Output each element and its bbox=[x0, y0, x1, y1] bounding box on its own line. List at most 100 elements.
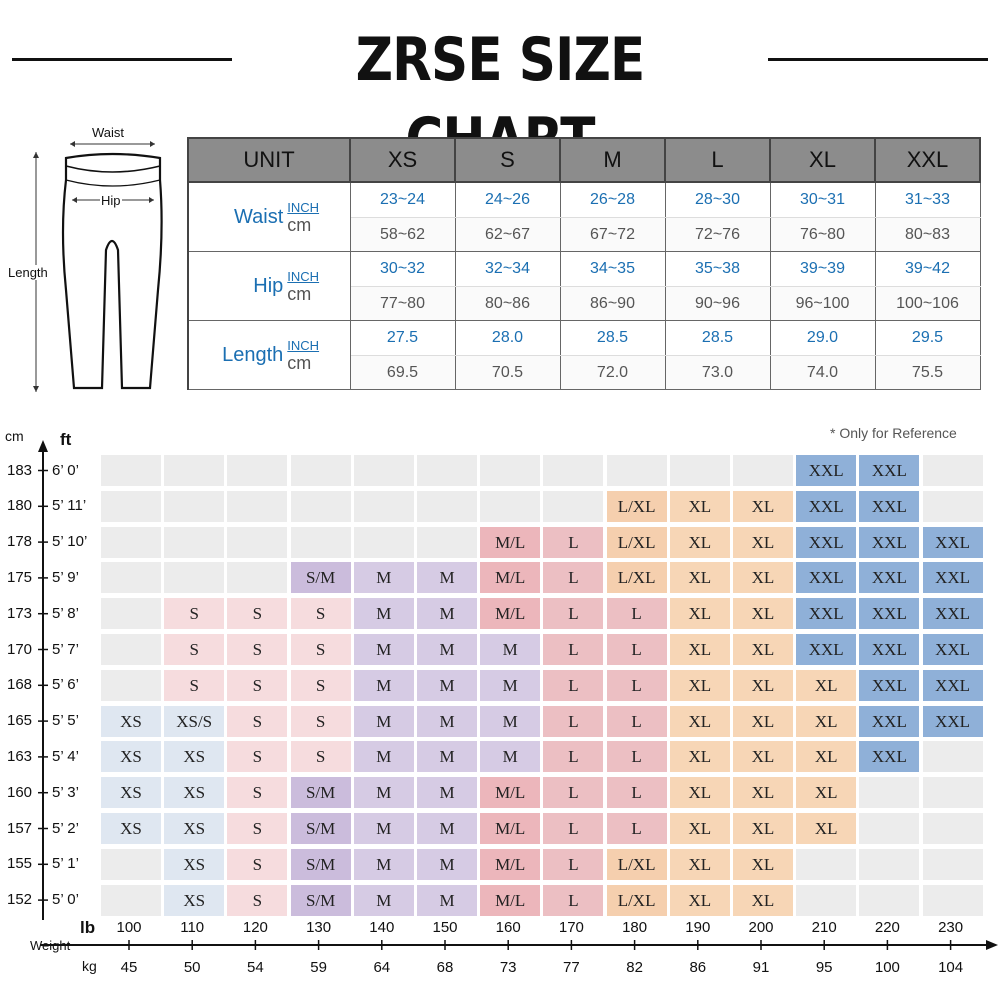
height-ft-label: 5’ 3’ bbox=[52, 783, 79, 801]
size-cell: L/XL bbox=[606, 884, 667, 916]
weight-lb-label: 120 bbox=[242, 919, 268, 936]
size-cell bbox=[164, 455, 225, 486]
size-cell: XS bbox=[164, 813, 225, 844]
weight-kg-label: 73 bbox=[499, 959, 517, 976]
size-cell: M bbox=[480, 669, 541, 701]
size-cell: XXL bbox=[796, 634, 857, 665]
kg-axis-label: kg bbox=[82, 958, 97, 974]
size-row-cm: 77~80 80~86 86~90 90~96 96~100 100~106 bbox=[188, 286, 981, 321]
size-cell bbox=[606, 455, 667, 486]
cm-unit-label: cm bbox=[287, 353, 312, 373]
size-row-cm: 58~62 62~67 67~72 72~76 76~80 80~83 bbox=[188, 217, 981, 252]
size-cell: XL bbox=[669, 526, 730, 558]
size-cell: XL bbox=[669, 490, 730, 522]
size-cell: M bbox=[417, 884, 477, 916]
weight-kg-label: 45 bbox=[120, 959, 138, 976]
size-cell: M bbox=[417, 669, 477, 701]
size-cell: XXL bbox=[859, 455, 920, 486]
size-cell: XL bbox=[733, 705, 793, 737]
weight-kg-label: 68 bbox=[436, 959, 454, 976]
inch-unit-label: INCH bbox=[287, 200, 320, 215]
size-cell: XL bbox=[796, 741, 857, 773]
size-cell: L bbox=[606, 777, 667, 809]
weight-lb-label: 190 bbox=[685, 919, 711, 936]
height-ft-label: 5’ 2’ bbox=[52, 819, 79, 837]
size-cell: M/L bbox=[480, 598, 541, 630]
size-cell bbox=[480, 490, 541, 522]
inch-value: 28.5 bbox=[664, 320, 771, 356]
size-cell bbox=[164, 562, 225, 594]
size-cell: L/XL bbox=[606, 490, 667, 522]
size-cell: M bbox=[353, 813, 414, 844]
size-cell: L bbox=[606, 813, 667, 844]
size-cell: XL bbox=[669, 777, 730, 809]
size-cell: M/L bbox=[480, 813, 541, 844]
size-cell bbox=[859, 884, 920, 916]
unit-labels: INCH cm bbox=[287, 320, 351, 390]
weight-lb-label: 100 bbox=[116, 919, 142, 936]
height-ft-label: 6’ 0’ bbox=[52, 461, 79, 479]
measure-label: Length bbox=[186, 320, 288, 390]
height-ft-label: 5’ 11’ bbox=[52, 497, 87, 515]
height-cm-label: 163 bbox=[7, 747, 33, 765]
cm-value: 70.5 bbox=[454, 355, 561, 390]
size-cell: L bbox=[543, 562, 604, 594]
inch-value: 34~35 bbox=[559, 251, 666, 287]
size-cell bbox=[543, 455, 604, 486]
size-cell bbox=[101, 490, 161, 522]
weight-lb-label: 160 bbox=[495, 919, 521, 936]
size-cell bbox=[101, 848, 161, 880]
size-cell: L/XL bbox=[606, 526, 667, 558]
height-cm-label: 178 bbox=[7, 533, 33, 551]
title-line-left bbox=[12, 58, 232, 61]
size-cell: XS/S bbox=[164, 705, 225, 737]
size-cell: XL bbox=[669, 669, 730, 701]
size-cell: S bbox=[227, 884, 288, 916]
size-cell: XL bbox=[733, 562, 793, 594]
size-header: S bbox=[454, 137, 561, 183]
weight-lb-label: 150 bbox=[432, 919, 458, 936]
size-cell: XL bbox=[669, 813, 730, 844]
size-cell: L bbox=[606, 598, 667, 630]
size-cell: XXL bbox=[859, 634, 920, 665]
weight-lb-label: 200 bbox=[748, 919, 774, 936]
size-cell: S bbox=[164, 669, 225, 701]
size-cell bbox=[101, 884, 161, 916]
weight-kg-label: 64 bbox=[373, 959, 391, 976]
height-ft-label: 5’ 9’ bbox=[52, 568, 79, 586]
size-cell bbox=[227, 562, 288, 594]
size-cell: M bbox=[353, 741, 414, 773]
inch-value: 35~38 bbox=[664, 251, 771, 287]
size-cell: L bbox=[606, 669, 667, 701]
weight-kg-label: 86 bbox=[689, 959, 707, 976]
size-cell: L bbox=[543, 526, 604, 558]
cm-value: 76~80 bbox=[769, 217, 876, 252]
size-cell bbox=[353, 490, 414, 522]
size-cell: S/M bbox=[290, 884, 351, 916]
weight-kg-label: 50 bbox=[183, 959, 201, 976]
cm-value: 74.0 bbox=[769, 355, 876, 390]
size-cell: XL bbox=[796, 705, 857, 737]
size-cell: M bbox=[480, 705, 541, 737]
size-cell bbox=[101, 598, 161, 630]
size-cell: XL bbox=[733, 777, 793, 809]
size-cell: S bbox=[227, 598, 288, 630]
size-cell: XXL bbox=[796, 455, 857, 486]
size-cell: M bbox=[417, 598, 477, 630]
waist-label: Waist bbox=[92, 125, 125, 140]
height-cm-label: 180 bbox=[7, 497, 33, 515]
size-cell: S/M bbox=[290, 562, 351, 594]
size-cell: L bbox=[606, 705, 667, 737]
height-cm-label: 165 bbox=[7, 712, 33, 730]
size-cell: L bbox=[543, 848, 604, 880]
weight-kg-label: 104 bbox=[938, 959, 964, 976]
size-cell: XL bbox=[669, 562, 730, 594]
size-cell: L bbox=[543, 598, 604, 630]
cm-value: 100~106 bbox=[874, 286, 981, 321]
size-cell bbox=[922, 777, 983, 809]
size-cell: XS bbox=[164, 848, 225, 880]
cm-unit-label: cm bbox=[287, 215, 312, 235]
size-cell: S/M bbox=[290, 813, 351, 844]
size-cell bbox=[733, 455, 793, 486]
size-cell: XL bbox=[669, 705, 730, 737]
